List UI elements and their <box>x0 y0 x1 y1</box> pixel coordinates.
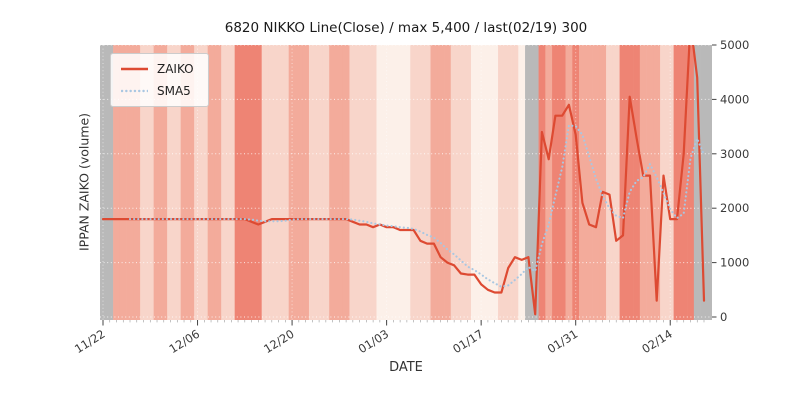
x-tick-label: 11/22 <box>72 327 108 356</box>
x-axis-label: DATE <box>389 360 423 375</box>
sma5-line <box>128 124 706 288</box>
x-tick-label: 01/17 <box>450 327 486 356</box>
legend-label-zaiko: ZAIKO <box>157 62 194 76</box>
y-tick-label: 3000 <box>720 147 749 161</box>
sma5-line-sample-icon <box>121 89 148 93</box>
y-tick-label: 1000 <box>720 256 749 270</box>
legend-label-sma5: SMA5 <box>157 84 191 98</box>
legend: ZAIKO SMA5 <box>110 53 209 107</box>
y-tick-label: 4000 <box>720 92 749 106</box>
chart-title: 6820 NIKKO Line(Close) / max 5,400 / las… <box>224 20 588 36</box>
x-tick-label: 01/31 <box>545 327 581 356</box>
x-tick-label: 02/14 <box>639 327 675 356</box>
y-tick-label: 5000 <box>720 38 749 52</box>
plot-area <box>100 45 712 320</box>
y-tick-label: 2000 <box>720 201 749 215</box>
legend-item-sma5: SMA5 <box>121 84 194 98</box>
zaiko-line-sample-icon <box>121 67 148 71</box>
x-tick-label: 12/06 <box>167 327 203 356</box>
x-tick-label: 12/20 <box>261 327 297 356</box>
x-tick-label: 01/03 <box>356 327 392 356</box>
y-axis-label: IPPAN ZAIKO (volume) <box>76 112 92 252</box>
legend-item-zaiko: ZAIKO <box>121 62 194 76</box>
gridlines <box>100 45 712 320</box>
y-tick-label: 0 <box>720 310 727 324</box>
background-bands <box>100 45 712 320</box>
